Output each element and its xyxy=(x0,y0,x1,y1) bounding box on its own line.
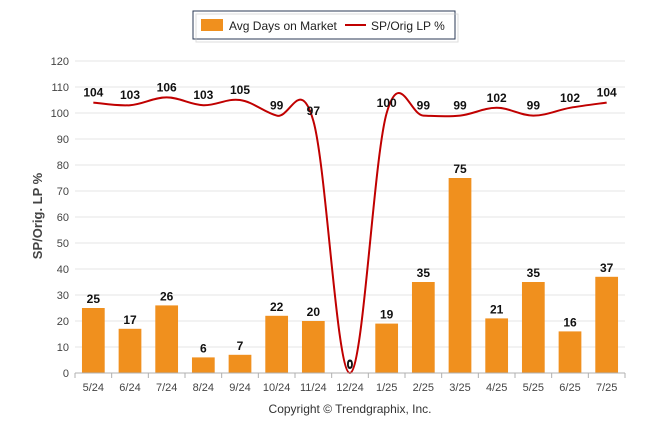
bar xyxy=(118,328,142,373)
bar xyxy=(558,331,582,373)
bar-value-label: 35 xyxy=(527,266,541,280)
line-value-label: 103 xyxy=(120,88,140,102)
x-tick-label: 3/25 xyxy=(449,382,470,394)
bar-value-label: 20 xyxy=(307,305,321,319)
line-value-label: 99 xyxy=(270,99,284,113)
bar-value-label: 37 xyxy=(600,261,614,275)
x-tick-label: 5/25 xyxy=(523,382,544,394)
bar-value-label: 25 xyxy=(87,292,101,306)
y-tick-label: 30 xyxy=(57,290,69,302)
legend-shadow xyxy=(195,13,459,43)
bar xyxy=(448,178,472,373)
line-value-label: 99 xyxy=(527,99,541,113)
legend-label-bar: Avg Days on Market xyxy=(229,19,337,33)
bar xyxy=(155,305,179,373)
y-tick-label: 80 xyxy=(57,160,69,172)
bar-value-label: 6 xyxy=(200,341,207,355)
bar-value-label: 7 xyxy=(237,339,244,353)
y-tick-label: 120 xyxy=(51,56,69,68)
y-tick-label: 70 xyxy=(57,186,69,198)
bar xyxy=(265,315,289,373)
bar xyxy=(411,282,435,373)
line-value-label: 99 xyxy=(417,99,431,113)
x-tick-label: 4/25 xyxy=(486,382,507,394)
copyright-footer: Copyright © Trendgraphix, Inc. xyxy=(269,402,432,416)
line-value-label: 104 xyxy=(83,86,103,100)
legend-box xyxy=(192,10,456,40)
bar xyxy=(81,308,105,373)
bar-value-label: 22 xyxy=(270,300,284,314)
bar-value-label: 75 xyxy=(453,162,467,176)
line-value-label: 104 xyxy=(597,86,617,100)
x-tick-label: 11/24 xyxy=(300,382,327,394)
y-tick-label: 40 xyxy=(57,264,69,276)
bar xyxy=(521,282,545,373)
bar-value-label: 26 xyxy=(160,289,174,303)
y-tick-label: 100 xyxy=(51,108,69,120)
label-layer: 25 17 26 6 7 22 20 0 19 35 75 21 35 16 37 104 103 106 103 1… xyxy=(83,80,617,372)
line-value-label: 102 xyxy=(560,91,580,105)
y-tick-label: 20 xyxy=(57,316,69,328)
x-tick-label: 7/24 xyxy=(156,382,177,394)
y-tick-label: 50 xyxy=(57,238,69,250)
x-tick-label: 1/25 xyxy=(376,382,397,394)
y-tick-label: 110 xyxy=(51,82,69,94)
x-tick-label: 12/24 xyxy=(336,382,364,394)
x-tick-label: 9/24 xyxy=(229,382,250,394)
line-value-label: 99 xyxy=(453,99,467,113)
x-tick-label: 5/24 xyxy=(83,382,104,394)
line-value-label: 100 xyxy=(377,96,397,110)
x-tick-label: 10/24 xyxy=(263,382,291,394)
x-tick-label: 2/25 xyxy=(413,382,434,394)
line-value-label: 105 xyxy=(230,83,250,97)
bar-value-label: 21 xyxy=(490,302,504,316)
y-tick-label: 60 xyxy=(57,212,69,224)
bar xyxy=(485,318,509,373)
x-tick-label: 6/24 xyxy=(119,382,140,394)
x-tick-label: 6/25 xyxy=(559,382,580,394)
legend: Avg Days on Market SP/Orig LP % xyxy=(192,10,459,43)
line-value-label: 97 xyxy=(307,104,321,118)
bar xyxy=(228,354,252,373)
bar-value-label: 19 xyxy=(380,308,394,322)
bar-layer xyxy=(81,178,619,373)
bar xyxy=(191,357,215,373)
line-value-label: 106 xyxy=(157,80,177,94)
bar xyxy=(301,321,325,373)
bar xyxy=(595,276,619,373)
y-tick-label: 0 xyxy=(63,368,69,380)
y-axis-title: SP/Orig. LP % xyxy=(30,172,45,259)
legend-swatch-bar xyxy=(201,19,223,31)
x-tick-label: 8/24 xyxy=(193,382,214,394)
bar-value-label: 35 xyxy=(417,266,431,280)
bar-value-label: 16 xyxy=(563,315,577,329)
legend-label-line: SP/Orig LP % xyxy=(371,19,445,33)
y-tick-label: 10 xyxy=(57,342,69,354)
y-tick-label: 90 xyxy=(57,134,69,146)
line-value-label: 102 xyxy=(487,91,507,105)
line-value-label: 0 xyxy=(347,358,354,372)
bar-value-label: 0 xyxy=(347,357,354,371)
bar xyxy=(375,323,399,373)
bar-value-label: 17 xyxy=(123,313,137,327)
x-tick-label: 7/25 xyxy=(596,382,617,394)
line-value-label: 103 xyxy=(193,88,213,102)
